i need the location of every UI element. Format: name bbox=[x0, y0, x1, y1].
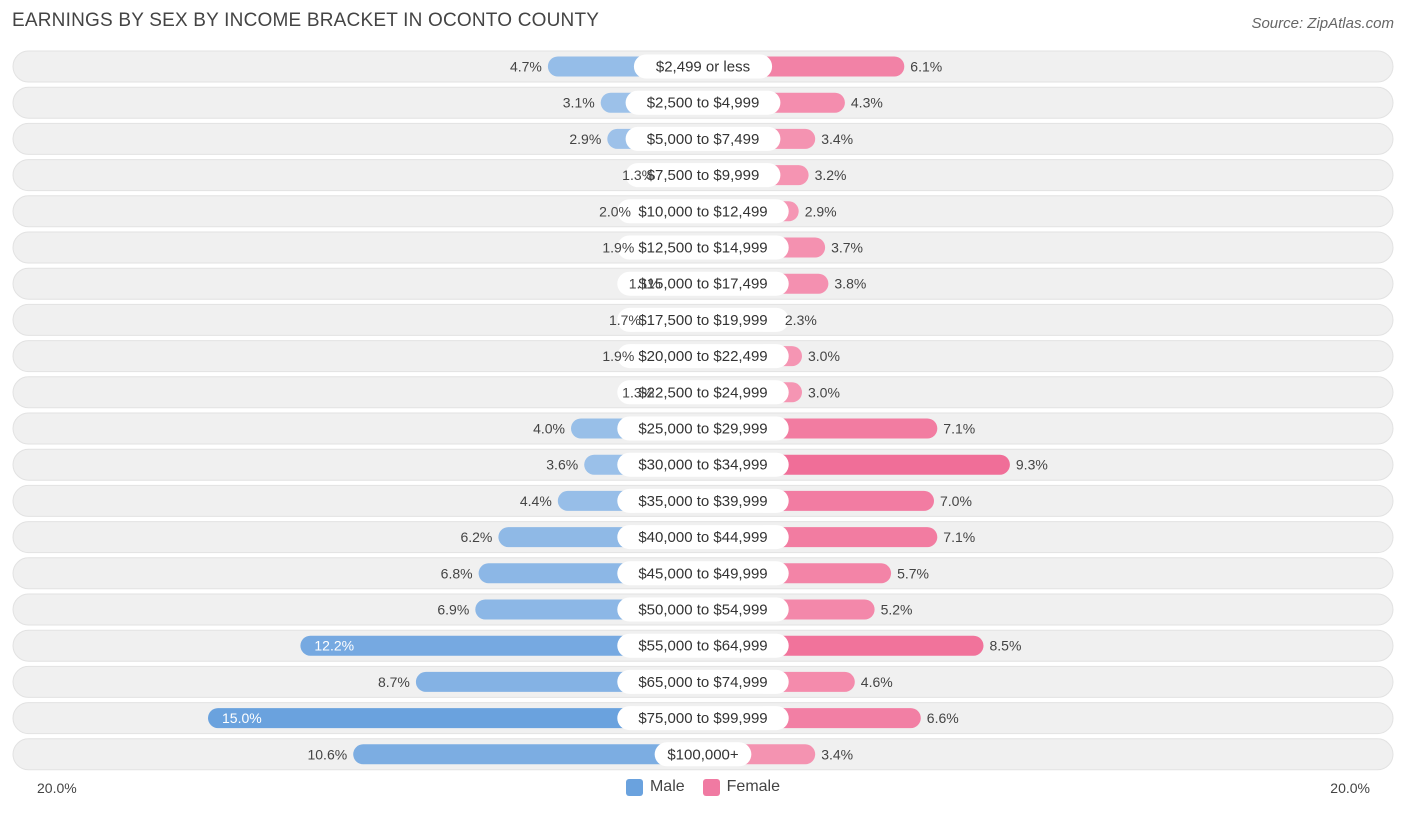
legend-label-female: Female bbox=[726, 778, 781, 795]
male-value-label: 15.0% bbox=[222, 710, 262, 726]
female-value-label: 6.1% bbox=[910, 59, 942, 75]
male-value-label: 6.9% bbox=[437, 602, 469, 618]
category-label-bg bbox=[625, 126, 781, 151]
category-label: $10,000 to $12,499 bbox=[638, 203, 767, 220]
male-value-label: 12.2% bbox=[314, 638, 354, 654]
legend-swatch-female bbox=[702, 778, 720, 796]
male-value-label: 4.7% bbox=[510, 59, 542, 75]
male-value-label: 1.9% bbox=[602, 348, 634, 364]
female-value-label: 7.0% bbox=[940, 493, 972, 509]
category-label-bg bbox=[617, 488, 789, 513]
category-label-bg bbox=[617, 561, 789, 586]
category-label: $45,000 to $49,999 bbox=[638, 565, 767, 582]
female-value-label: 7.1% bbox=[943, 421, 975, 437]
chart-area: $2,499 or less 4.7% 6.1% $2,500 to $4,999 3.… bbox=[12, 50, 1394, 771]
female-value-label: 3.4% bbox=[821, 746, 853, 762]
male-value-label: 6.8% bbox=[441, 565, 473, 581]
source-note: Source: ZipAtlas.com bbox=[1251, 15, 1394, 32]
male-value-label: 2.9% bbox=[569, 131, 601, 147]
female-value-label: 4.3% bbox=[851, 95, 883, 111]
male-value-label: 4.0% bbox=[533, 421, 565, 437]
category-label: $65,000 to $74,999 bbox=[638, 674, 767, 691]
category-label: $25,000 to $29,999 bbox=[638, 421, 767, 438]
category-label: $2,500 to $4,999 bbox=[647, 95, 760, 112]
female-value-label: 7.1% bbox=[943, 529, 975, 545]
female-value-label: 8.5% bbox=[990, 638, 1022, 654]
category-label-bg bbox=[617, 597, 789, 622]
female-value-label: 2.3% bbox=[785, 312, 817, 328]
male-value-label: 1.1% bbox=[629, 276, 661, 292]
category-label: $50,000 to $54,999 bbox=[638, 602, 767, 619]
category-label: $2,499 or less bbox=[656, 59, 750, 76]
legend-item-male[interactable]: Male bbox=[625, 778, 685, 796]
male-value-label: 6.2% bbox=[460, 529, 492, 545]
male-value-label: 1.7% bbox=[609, 312, 641, 328]
female-value-label: 5.2% bbox=[881, 602, 913, 618]
category-label: $20,000 to $22,499 bbox=[638, 348, 767, 365]
male-value-label: 3.1% bbox=[563, 95, 595, 111]
female-value-label: 3.4% bbox=[821, 131, 853, 147]
category-label-bg bbox=[617, 235, 789, 260]
female-value-label: 3.0% bbox=[808, 348, 840, 364]
category-label-bg bbox=[617, 199, 789, 224]
male-bar bbox=[300, 635, 703, 656]
female-value-label: 4.6% bbox=[861, 674, 893, 690]
category-label-bg bbox=[617, 380, 789, 405]
female-value-label: 6.6% bbox=[927, 710, 959, 726]
category-label: $17,500 to $19,999 bbox=[638, 312, 767, 329]
male-value-label: 1.3% bbox=[622, 384, 654, 400]
male-value-label: 3.6% bbox=[546, 457, 578, 473]
category-label-bg bbox=[625, 90, 781, 115]
female-value-label: 3.2% bbox=[815, 167, 847, 183]
category-label-bg bbox=[617, 452, 789, 477]
category-label-bg bbox=[617, 525, 789, 550]
male-value-label: 4.4% bbox=[520, 493, 552, 509]
female-value-label: 5.7% bbox=[897, 565, 929, 581]
axis-right-label: 20.0% bbox=[1330, 780, 1370, 796]
category-label: $5,000 to $7,499 bbox=[647, 131, 760, 148]
female-value-label: 9.3% bbox=[1016, 457, 1048, 473]
category-label-bg bbox=[617, 344, 789, 369]
category-label-bg bbox=[617, 633, 789, 658]
male-value-label: 8.7% bbox=[378, 674, 410, 690]
category-label-bg bbox=[625, 163, 781, 188]
category-label-bg bbox=[633, 54, 773, 79]
male-bar bbox=[353, 744, 703, 765]
category-label: $40,000 to $44,999 bbox=[638, 529, 767, 546]
female-value-label: 3.8% bbox=[834, 276, 866, 292]
category-label: $30,000 to $34,999 bbox=[638, 457, 767, 474]
category-label-bg bbox=[617, 669, 789, 694]
male-value-label: 2.0% bbox=[599, 203, 631, 219]
male-bar bbox=[208, 708, 703, 729]
category-label: $100,000+ bbox=[667, 746, 739, 763]
category-label: $12,500 to $14,999 bbox=[638, 240, 767, 257]
female-value-label: 3.0% bbox=[808, 384, 840, 400]
female-value-label: 3.7% bbox=[831, 240, 863, 256]
male-value-label: 1.3% bbox=[622, 167, 654, 183]
male-value-label: 1.9% bbox=[602, 240, 634, 256]
legend-item-female[interactable]: Female bbox=[702, 778, 781, 796]
category-label: $55,000 to $64,999 bbox=[638, 638, 767, 655]
category-label-bg bbox=[617, 271, 789, 296]
category-label-bg bbox=[617, 416, 789, 441]
legend-label-male: Male bbox=[649, 778, 685, 795]
male-value-label: 10.6% bbox=[307, 746, 347, 762]
category-label: $75,000 to $99,999 bbox=[638, 710, 767, 727]
axis-left-label: 20.0% bbox=[37, 780, 77, 796]
female-value-label: 2.9% bbox=[805, 203, 837, 219]
category-label: $7,500 to $9,999 bbox=[647, 167, 760, 184]
category-label: $15,000 to $17,499 bbox=[638, 276, 767, 293]
chart-title: EARNINGS BY SEX BY INCOME BRACKET IN OCO… bbox=[12, 10, 600, 31]
category-label: $22,500 to $24,999 bbox=[638, 384, 767, 401]
category-label: $35,000 to $39,999 bbox=[638, 493, 767, 510]
category-label-bg bbox=[617, 706, 789, 731]
legend-swatch-male bbox=[625, 778, 643, 796]
category-label-bg bbox=[654, 742, 752, 767]
legend: Male Female bbox=[0, 778, 1406, 796]
category-label-bg bbox=[617, 307, 789, 332]
